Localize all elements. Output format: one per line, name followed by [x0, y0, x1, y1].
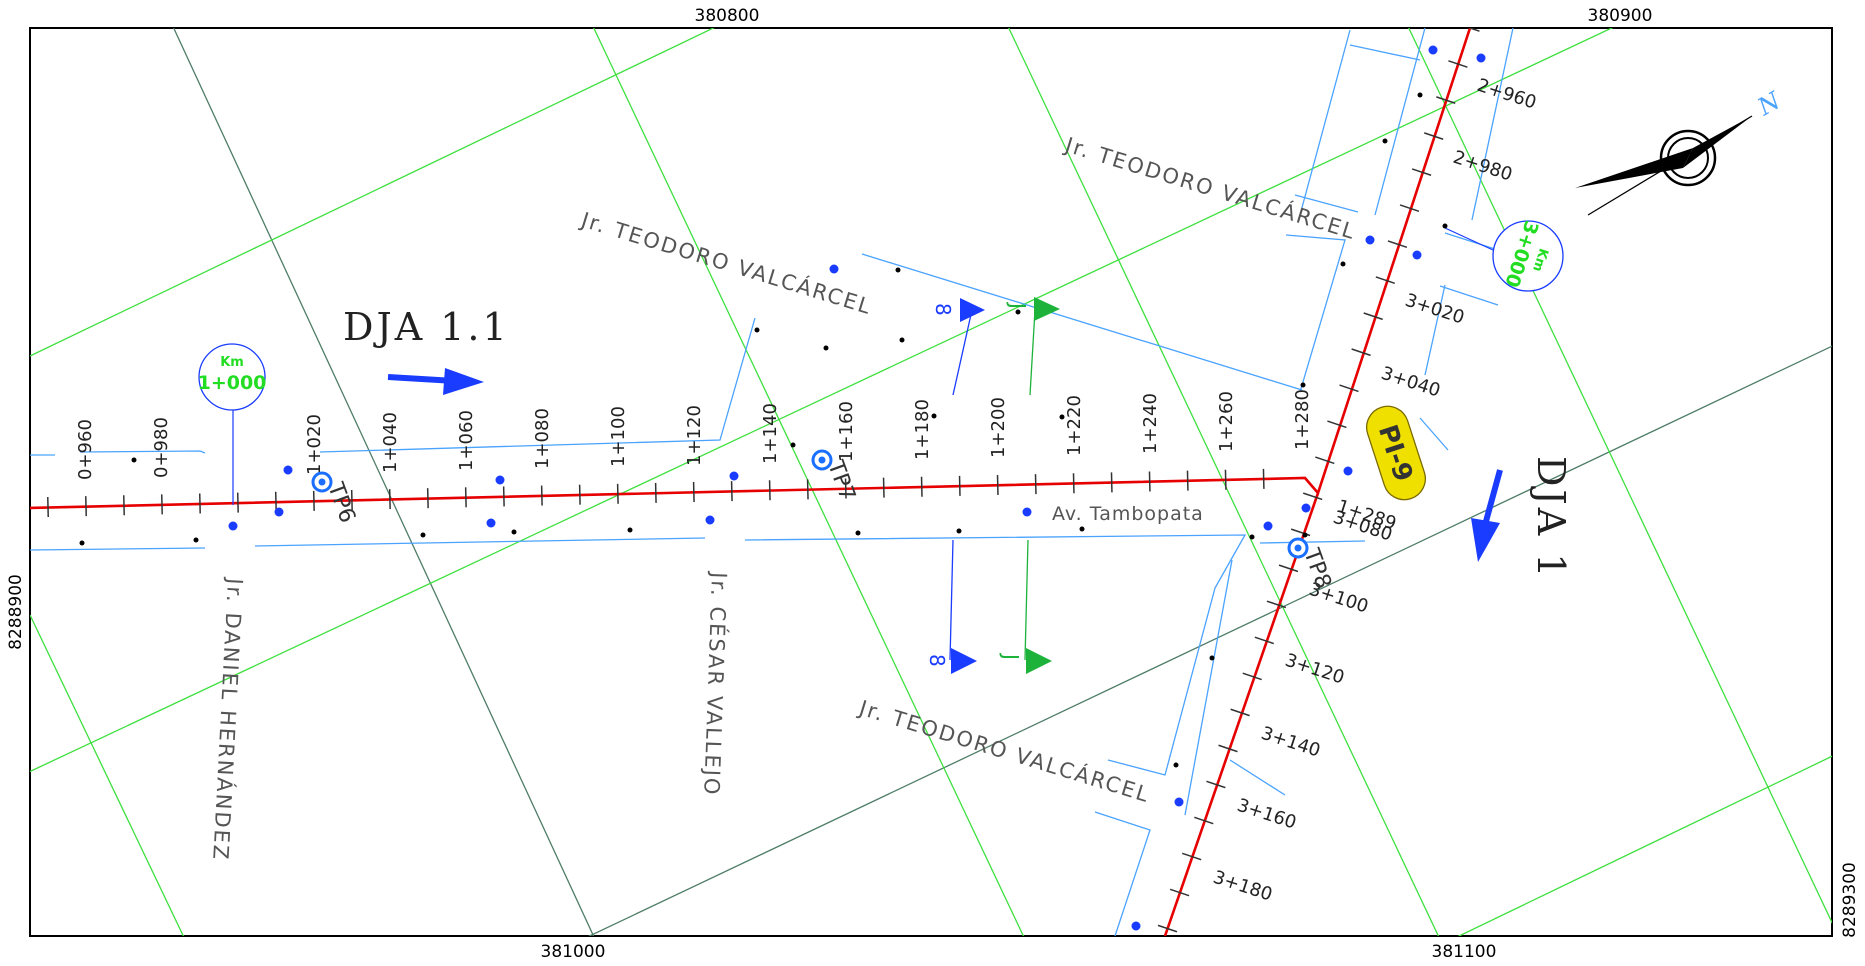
route-title-branch: DJA 1.1: [343, 305, 510, 349]
station-label: 3+160: [1234, 795, 1298, 834]
station-label: 3+140: [1258, 723, 1322, 762]
station-label: 1+040: [380, 412, 401, 473]
survey-flag: 8: [931, 298, 985, 396]
coordinate-grid-dark: [172, 28, 1832, 936]
map-frame: [29, 27, 1833, 937]
chainage-tick: [1339, 384, 1359, 393]
chainage-tick: [1423, 132, 1444, 140]
stations-horizontal: 0+960 0+980 1+020 1+040 1+060 1+080 1+10…: [75, 389, 1313, 480]
street-label: Jr. TEODORO VALCÁRCEL: [577, 206, 876, 319]
survey-flag: J: [999, 539, 1052, 674]
station-label: 0+980: [151, 417, 172, 478]
chainage-tick: [1351, 348, 1371, 357]
station-label: 1+240: [1140, 393, 1161, 454]
station-label: 3+200: [1186, 938, 1250, 966]
traverse-point-tp8: TP8: [1287, 537, 1336, 593]
route-title-main: DJA 1: [1529, 456, 1573, 580]
chainage-tick: [1327, 420, 1347, 429]
station-label: 1+020: [304, 414, 325, 475]
frame-coordinate-left: 8288900: [6, 574, 26, 650]
km-marker-3000: Km 3+000: [1444, 218, 1564, 292]
point-label: TP7: [822, 457, 860, 505]
street-label: Jr. DANIEL HERNÁNDEZ: [208, 576, 248, 862]
flag-letter: 8: [925, 654, 949, 667]
chainage-tick: [1436, 96, 1456, 104]
chainage-tick: [1411, 168, 1432, 176]
frame-coordinate-top: 380900: [1588, 6, 1653, 26]
north-arrow: N: [1575, 86, 1786, 216]
chainage-tick: [1181, 852, 1202, 861]
chainage-tick: [1218, 744, 1238, 753]
station-label: 3+020: [1402, 290, 1466, 329]
benchmark-points: [228, 45, 1486, 931]
station-label: 2+980: [1450, 147, 1514, 186]
station-label: 2+960: [1474, 75, 1538, 114]
pi-badge: PI-9: [1366, 405, 1426, 501]
direction-arrow-main: [1471, 469, 1503, 562]
frame-coordinate-top: 380800: [695, 6, 760, 26]
station-label: 1+200: [988, 397, 1009, 458]
km-marker-value: 1+000: [198, 372, 267, 394]
km-marker-1000: Km 1+000: [198, 343, 267, 505]
street-label: Av. Tambopata: [1052, 503, 1204, 525]
chainage-tick: [1242, 672, 1262, 681]
route-centerline: [30, 28, 1472, 510]
survey-flag: J: [1006, 297, 1060, 396]
chainage-tick: [1387, 240, 1408, 249]
chainage-tick: [1254, 636, 1275, 645]
flag-letter: J: [999, 652, 1023, 660]
chainage-tick: [1302, 492, 1323, 501]
route-continuation: [1163, 492, 1320, 936]
station-label: 1+160: [836, 401, 857, 462]
station-label: 0+960: [75, 419, 96, 480]
station-label: 3+180: [1210, 867, 1274, 906]
street-label: Jr. TEODORO VALCÁRCEL: [855, 694, 1154, 807]
station-label: 1+280: [1292, 389, 1313, 450]
point-label: TP6: [322, 479, 360, 527]
chainage-tick: [1194, 816, 1214, 825]
chainage-tick: [1315, 456, 1335, 465]
chainage-ticks: [47, 28, 1480, 933]
flag-letter: J: [1006, 301, 1030, 309]
chainage-tick: [1363, 312, 1383, 321]
chainage-tick: [1278, 564, 1299, 573]
station-label: 1+100: [608, 406, 629, 467]
station-label: 1+220: [1064, 395, 1085, 456]
chainage-tick: [1467, 28, 1480, 32]
chainage-tick: [1157, 924, 1178, 933]
coordinate-grid-green: [30, 28, 1832, 936]
traverse-point-tp6: TP6: [311, 471, 360, 527]
chainage-tick: [1399, 204, 1420, 213]
station-label: 1+080: [532, 408, 553, 469]
flag-letter: 8: [931, 303, 955, 316]
chainage-tick: [1448, 60, 1468, 68]
station-label: 1+260: [1216, 391, 1237, 452]
chainage-tick: [1169, 888, 1190, 897]
frame-coordinate-bottom: 381000: [541, 942, 606, 962]
curb-lines: [30, 28, 1514, 936]
street-label: Jr. TEODORO VALCÁRCEL: [1061, 131, 1360, 244]
station-label: 3+040: [1378, 363, 1442, 402]
station-label: 1+140: [760, 403, 781, 464]
km-marker-label: Km: [1529, 246, 1551, 273]
chainage-tick: [1375, 276, 1396, 285]
station-label: 3+120: [1282, 650, 1346, 689]
street-label: Jr. CÉSAR VALLEJO: [699, 570, 732, 797]
direction-arrow-branch: [387, 368, 484, 395]
frame-coordinate-right: 8289300: [1840, 862, 1860, 938]
point-label: TP8: [1298, 545, 1336, 593]
station-label: 1+180: [912, 399, 933, 460]
frame-coordinate-bottom: 381100: [1432, 942, 1497, 962]
chainage-tick: [1230, 708, 1250, 717]
station-label: 1+060: [456, 410, 477, 471]
survey-flag: 8: [925, 539, 977, 674]
chainage-tick: [1266, 600, 1287, 609]
north-label: N: [1752, 86, 1786, 122]
km-marker-label: Km: [220, 355, 244, 370]
spot-heights: [79, 92, 1448, 768]
station-label: 1+120: [684, 405, 705, 466]
chainage-tick: [1206, 780, 1226, 789]
